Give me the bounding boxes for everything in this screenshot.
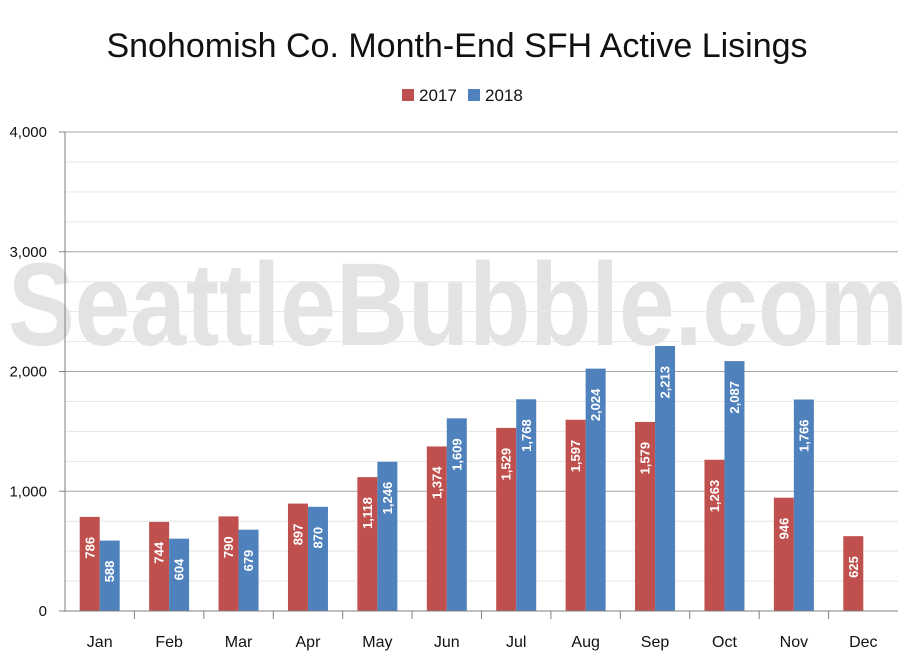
x-tick-label: Jan bbox=[87, 634, 113, 651]
data-label: 744 bbox=[152, 541, 167, 563]
data-label: 870 bbox=[311, 527, 326, 549]
chart-title: Snohomish Co. Month-End SFH Active Lisin… bbox=[106, 27, 807, 65]
data-label: 2,024 bbox=[588, 388, 603, 421]
legend: 2017 2018 bbox=[402, 86, 523, 105]
bar-2017-aug bbox=[565, 419, 586, 611]
data-label: 2,087 bbox=[727, 381, 742, 414]
bar-2018-jul bbox=[516, 399, 537, 611]
x-tick-label: Sep bbox=[641, 634, 670, 651]
data-label: 588 bbox=[102, 561, 117, 583]
y-tick-label: 3,000 bbox=[9, 244, 47, 261]
data-label: 1,529 bbox=[499, 448, 514, 481]
data-label: 897 bbox=[291, 524, 306, 546]
data-label: 1,768 bbox=[519, 419, 534, 452]
data-label: 1,579 bbox=[638, 442, 653, 475]
bars: 786 588 744 604 790 679 897 870 1,118 1,246 1,374 1… bbox=[79, 345, 864, 611]
legend-label: 2017 bbox=[419, 86, 457, 105]
x-tick-label: Jun bbox=[434, 634, 460, 651]
bar-2017-sep bbox=[635, 421, 656, 611]
data-label: 1,263 bbox=[707, 480, 722, 513]
watermark: SeattleBubble.com bbox=[8, 239, 908, 371]
legend-swatch-2018 bbox=[468, 89, 480, 101]
data-label: 946 bbox=[776, 518, 791, 540]
data-label: 1,118 bbox=[360, 497, 375, 529]
legend-label: 2018 bbox=[485, 86, 523, 105]
data-label: 1,766 bbox=[796, 420, 811, 453]
y-tick-label: 1,000 bbox=[9, 483, 47, 500]
data-label: 1,246 bbox=[380, 482, 395, 515]
bar-2018-aug bbox=[585, 368, 606, 611]
x-tick-label: Mar bbox=[225, 634, 253, 651]
bar-2018-nov bbox=[793, 399, 814, 611]
x-tick-label: Dec bbox=[849, 634, 877, 651]
data-label: 1,374 bbox=[429, 466, 444, 499]
bar-2018-oct bbox=[724, 361, 745, 611]
data-label: 1,597 bbox=[568, 440, 583, 473]
bar-2018-mar bbox=[238, 529, 259, 611]
axes: 0 1,000 2,000 3,000 4,000 Jan Feb Mar Apr May Jun J… bbox=[9, 124, 898, 651]
data-label: 786 bbox=[82, 537, 97, 559]
x-tick-label: Oct bbox=[712, 634, 737, 651]
bar-2018-may bbox=[377, 461, 398, 611]
bar-2017-jun bbox=[426, 446, 447, 611]
bar-2017-feb bbox=[149, 521, 170, 611]
y-tick-label: 0 bbox=[39, 603, 47, 620]
bar-2017-dec bbox=[843, 536, 864, 611]
bar-2018-sep bbox=[655, 345, 676, 611]
data-label: 625 bbox=[846, 556, 861, 578]
bar-2017-nov bbox=[773, 497, 794, 611]
x-tick-label: Apr bbox=[296, 634, 322, 651]
data-label: 604 bbox=[172, 558, 187, 580]
bar-2017-jul bbox=[496, 427, 517, 611]
bar-2018-jan bbox=[99, 540, 120, 611]
data-label: 2,213 bbox=[658, 366, 673, 399]
bar-2017-jan bbox=[79, 516, 100, 611]
bar-2017-mar bbox=[218, 516, 239, 611]
y-tick-label: 4,000 bbox=[9, 124, 47, 141]
x-tick-label: Aug bbox=[571, 634, 599, 651]
gridlines bbox=[65, 131, 898, 582]
y-tick-label: 2,000 bbox=[9, 364, 47, 381]
bar-2018-apr bbox=[307, 506, 328, 611]
x-tick-label: Jul bbox=[506, 634, 526, 651]
bar-2017-oct bbox=[704, 459, 725, 611]
x-tick-label: May bbox=[362, 634, 392, 651]
data-label: 679 bbox=[241, 550, 256, 572]
data-label: 1,609 bbox=[449, 438, 464, 471]
legend-swatch-2017 bbox=[402, 89, 414, 101]
data-label: 790 bbox=[221, 536, 236, 558]
bar-2017-may bbox=[357, 477, 378, 611]
bar-2018-feb bbox=[169, 538, 190, 611]
x-tick-label: Feb bbox=[155, 634, 183, 651]
bar-2018-jun bbox=[446, 418, 467, 611]
x-tick-label: Nov bbox=[780, 634, 808, 651]
bar-2017-apr bbox=[287, 503, 308, 611]
